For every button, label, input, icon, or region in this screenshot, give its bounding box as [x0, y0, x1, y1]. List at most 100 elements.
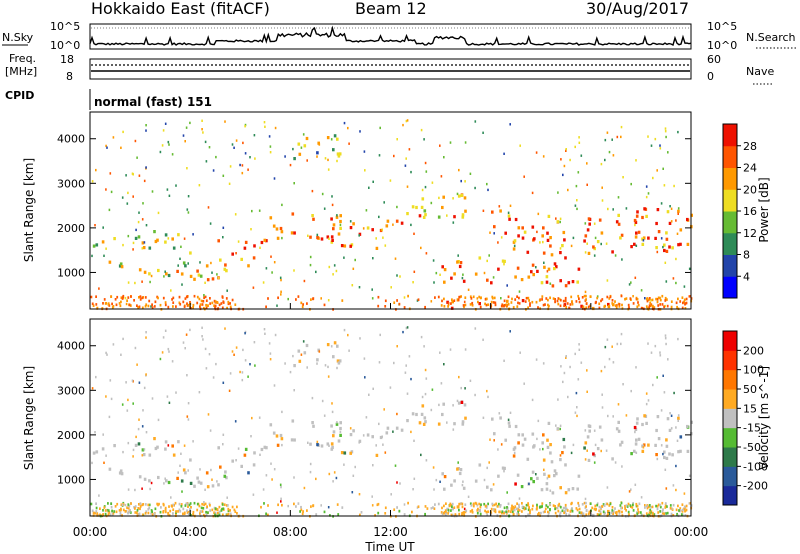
power-cell [438, 196, 440, 200]
power-cell [430, 201, 433, 205]
velocity-cell [249, 363, 251, 366]
power-cell [596, 295, 599, 298]
velocity-cell [632, 502, 634, 505]
velocity-cell [182, 341, 185, 344]
velocity-cell [164, 440, 168, 444]
power-cell [547, 267, 551, 271]
power-cell [141, 280, 143, 283]
power-cell [628, 306, 630, 309]
power-cell [463, 305, 465, 309]
velocity-cell [333, 341, 337, 345]
power-cell [240, 257, 243, 261]
velocity-cell [555, 472, 558, 476]
power-cell [659, 303, 662, 306]
power-cell [303, 279, 306, 283]
power-cell [145, 224, 148, 227]
power-cell [398, 302, 401, 306]
velocity-cell [204, 347, 207, 351]
power-cell [556, 299, 559, 303]
power-cell [447, 303, 450, 306]
velocity-cell [200, 506, 203, 510]
power-cell [183, 237, 186, 240]
power-cell [498, 205, 501, 208]
power-cell [480, 296, 482, 299]
velocity-cell [213, 511, 215, 514]
power-cell [105, 144, 107, 148]
velocity-cell [406, 326, 409, 329]
velocity-cell [614, 461, 617, 464]
power-cell [636, 298, 639, 301]
velocity-cell [424, 392, 427, 396]
velocity-cell [679, 435, 683, 439]
velocity-cell [235, 459, 237, 462]
power-cell [95, 168, 97, 172]
power-cell [675, 257, 677, 261]
power-cell [520, 278, 524, 282]
velocity-cell [507, 421, 511, 425]
velocity-cell [660, 444, 663, 447]
power-cell [648, 304, 651, 307]
power-cell [479, 305, 482, 309]
power-cell [138, 211, 140, 214]
power-cell [141, 247, 144, 250]
power-cell [328, 265, 331, 269]
power-cell [432, 259, 435, 262]
power-cell [586, 183, 588, 186]
power-cell [167, 273, 171, 278]
velocity-cell [253, 341, 256, 344]
velocity-cell [539, 448, 541, 451]
velocity-cell [406, 419, 409, 423]
power-cell [469, 303, 472, 306]
power-cell [575, 300, 578, 303]
velocity-cell [644, 506, 646, 509]
power-cell [420, 205, 424, 209]
power-cell [127, 234, 130, 238]
velocity-cell [217, 446, 220, 450]
power-cell [102, 226, 104, 229]
velocity-cell [441, 506, 443, 510]
velocity-cell [540, 511, 542, 515]
velocity-cell [531, 507, 534, 511]
velocity-cell [214, 511, 217, 515]
power-cell [112, 305, 115, 308]
velocity-cell [521, 502, 523, 505]
velocity-cell [514, 505, 517, 508]
velocity-cell [634, 442, 638, 446]
power-cell [493, 232, 495, 235]
velocity-cell [446, 421, 448, 424]
velocity-cell [630, 488, 632, 491]
velocity-cell [677, 416, 680, 420]
velocity-cell [667, 358, 669, 361]
velocity-cell [563, 371, 566, 375]
velocity-cell [331, 445, 334, 449]
power-cell [186, 302, 188, 305]
velocity-cell [168, 401, 171, 404]
velocity-cell [187, 418, 190, 421]
power-cell [439, 144, 441, 147]
power-cell [297, 142, 301, 146]
power-cell [460, 179, 462, 183]
velocity-cell [201, 326, 203, 329]
velocity-cell [462, 486, 466, 490]
power-cell [138, 174, 141, 177]
velocity-cell [612, 510, 615, 514]
velocity-cell [252, 463, 256, 467]
velocity-cell [171, 360, 174, 363]
velocity-cell [531, 432, 535, 436]
velocity-cell [577, 474, 581, 478]
velocity-cell [445, 502, 447, 505]
velocity-cell [636, 417, 639, 421]
power-cell [559, 217, 562, 220]
velocity-cell [513, 507, 516, 510]
power-cell [518, 290, 521, 293]
velocity-cell [303, 351, 307, 355]
power-cell [312, 297, 315, 300]
velocity-cell [379, 333, 381, 337]
velocity-cell [685, 504, 688, 508]
power-cell [214, 300, 217, 303]
velocity-cell [269, 358, 272, 361]
power-cell [363, 150, 366, 153]
power-cell [603, 305, 606, 308]
power-cell [280, 293, 282, 296]
power-cell [614, 254, 617, 257]
